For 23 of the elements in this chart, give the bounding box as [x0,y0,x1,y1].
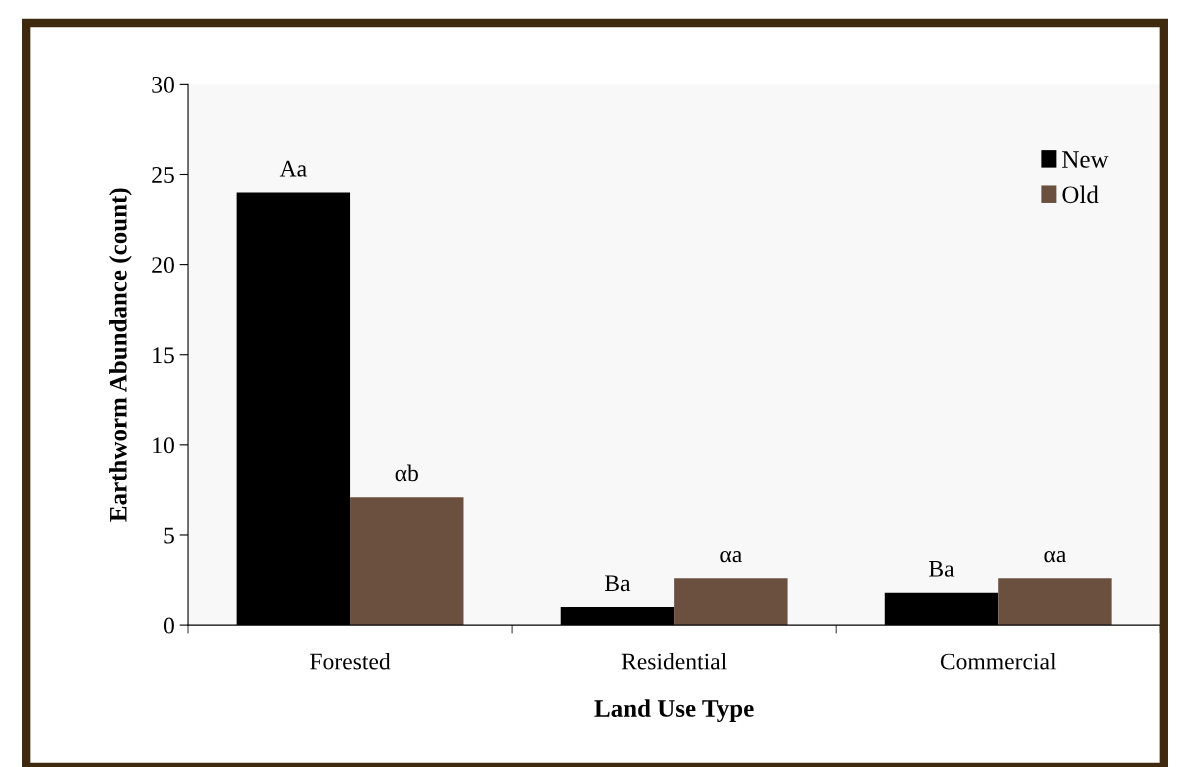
x-tick-label: Forested [310,652,391,670]
x-axis-title: Land Use Type [594,699,754,723]
annotation: αa [720,550,742,563]
x-tick-label: Commercial [940,652,1057,670]
y-tick-label: 5 [164,527,174,544]
y-tick-label: 25 [152,167,174,183]
annotation: αa [1044,550,1067,563]
legend-label: New [1062,151,1109,168]
y-tick-label: 15 [153,347,174,364]
y-tick-label: 10 [153,437,174,454]
legend-label: Old [1062,185,1099,204]
bar [674,578,788,626]
bar [998,578,1112,626]
annotation: Ba [929,561,955,577]
annotation: Aa [279,160,307,177]
annotation: Ba [604,575,631,592]
y-axis-title: Earthworm Abundance (count) [109,188,132,522]
x-tick-label: Residential [621,652,727,670]
annotation: αb [395,464,418,482]
bar [350,497,464,626]
y-tick-label: 0 [163,617,174,634]
y-tick-label: 20 [152,257,174,274]
y-tick-label: 30 [152,76,174,93]
